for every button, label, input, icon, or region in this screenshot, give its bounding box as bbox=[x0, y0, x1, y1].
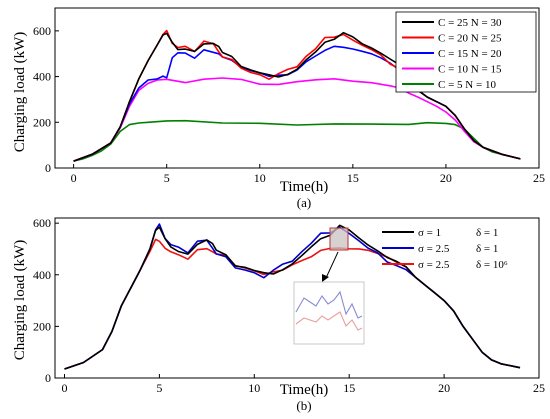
legend-label-a-2: C = 15 N = 20 bbox=[438, 48, 502, 60]
legend-label-b-part2-1: δ = 1 bbox=[476, 243, 498, 255]
zoom-arrow bbox=[325, 251, 339, 279]
inset-series-red bbox=[295, 311, 363, 331]
series-group-b bbox=[64, 223, 521, 370]
x-tick-label-b-2: 10 bbox=[248, 381, 260, 395]
inset-series-blue bbox=[295, 290, 363, 319]
series-group-a bbox=[73, 29, 521, 162]
series-line-a-4 bbox=[73, 119, 521, 162]
x-tick-label-b-0: 0 bbox=[61, 381, 67, 395]
x-tick-label-b-4: 20 bbox=[438, 381, 450, 395]
y-tick-label-a-2: 400 bbox=[33, 70, 51, 84]
ticks-b: 0 5 10 15 20 25 0 200 400 600 bbox=[33, 216, 545, 395]
y-axis-title-a: Charging load (kW) bbox=[12, 32, 28, 153]
series-line-b-0 bbox=[64, 224, 521, 370]
x-tick-label-b-1: 5 bbox=[156, 381, 162, 395]
x-tick-label-a-4: 20 bbox=[440, 171, 452, 185]
legend-label-a-4: C = 5 N = 10 bbox=[438, 79, 496, 91]
legend-label-b-part2-2: δ = 10⁶ bbox=[476, 259, 508, 271]
x-tick-label-a-1: 5 bbox=[164, 171, 170, 185]
zoom-inset bbox=[293, 281, 365, 345]
panel-label-a: (a) bbox=[297, 195, 311, 210]
y-tick-label-b-3: 600 bbox=[33, 216, 51, 230]
series-line-a-0 bbox=[73, 31, 521, 162]
x-tick-label-b-3: 15 bbox=[343, 381, 355, 395]
legend-label-a-1: C = 20 N = 25 bbox=[438, 33, 502, 45]
legend-label-a-3: C = 10 N = 15 bbox=[438, 64, 502, 76]
zoom-highlight-box bbox=[329, 227, 349, 251]
x-tick-label-a-3: 15 bbox=[347, 171, 359, 185]
y-tick-label-a-1: 200 bbox=[33, 115, 51, 129]
zoom-arrow-head bbox=[322, 274, 329, 282]
y-tick-label-a-3: 600 bbox=[33, 24, 51, 38]
legend-label-b-0: σ = 1 bbox=[418, 227, 441, 239]
series-line-b-2 bbox=[64, 238, 521, 370]
plot-frame-b bbox=[54, 217, 540, 379]
legend-label-a-0: C = 25 N = 30 bbox=[438, 17, 502, 29]
y-tick-label-b-2: 400 bbox=[33, 268, 51, 282]
y-axis-title-b: Charging load (kW) bbox=[12, 240, 28, 361]
series-line-b-1 bbox=[64, 223, 521, 370]
legend-a: C = 25 N = 30 C = 20 N = 25 C = 15 N = 20 C… bbox=[395, 11, 537, 93]
ticks-a: 0 5 10 15 20 25 0 200 400 600 bbox=[33, 24, 545, 185]
legend-label-b-2: σ = 2.5 bbox=[418, 259, 450, 271]
legend-b: σ = 1 δ = 1 σ = 2.5 δ = 1 σ = 2.5 δ = 10⁶ bbox=[382, 227, 508, 271]
plot-frame-a bbox=[54, 7, 540, 169]
x-tick-label-a-2: 10 bbox=[254, 171, 266, 185]
x-axis-title-a: Time(h) bbox=[280, 179, 329, 195]
series-line-a-3 bbox=[73, 77, 521, 162]
x-tick-label-a-0: 0 bbox=[71, 171, 77, 185]
y-tick-label-a-0: 0 bbox=[45, 161, 51, 175]
y-tick-label-b-0: 0 bbox=[45, 371, 51, 385]
legend-label-b-1: σ = 2.5 bbox=[418, 243, 450, 255]
x-tick-label-a-5: 25 bbox=[533, 171, 545, 185]
legend-label-b-part2-0: δ = 1 bbox=[476, 227, 498, 239]
x-tick-label-b-5: 25 bbox=[533, 381, 545, 395]
inset-frame bbox=[293, 281, 365, 345]
panel-label-b: (b) bbox=[296, 398, 311, 413]
x-axis-title-b: Time(h) bbox=[280, 382, 329, 398]
y-tick-label-b-1: 200 bbox=[33, 319, 51, 333]
